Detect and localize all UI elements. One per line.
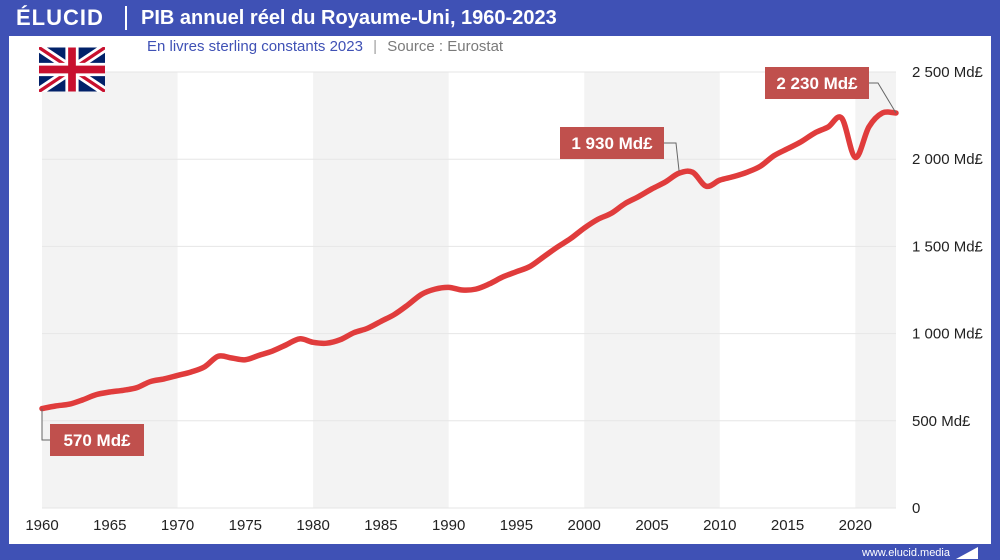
footer-url: www.elucid.media (861, 547, 950, 559)
y-tick-label: 500 Md£ (912, 413, 971, 430)
y-tick-label: 0 (912, 500, 920, 517)
x-tick-label: 1995 (500, 517, 533, 534)
y-tick-label: 1 500 Md£ (912, 238, 984, 255)
decade-band (855, 72, 896, 508)
callout-label: 1 930 Md£ (571, 134, 653, 153)
y-tick-label: 2 000 Md£ (912, 151, 984, 168)
header-bar: ÉLUCID PIB annuel réel du Royaume-Uni, 1… (0, 0, 1000, 36)
callout-box (560, 127, 664, 159)
y-tick-label: 2 500 Md£ (912, 64, 984, 81)
subtitle-text: En livres sterling constants 2023 (147, 38, 363, 55)
uk-flag-icon (39, 47, 105, 92)
gdp-series-line (39, 109, 899, 412)
x-tick-label: 2020 (839, 517, 872, 534)
x-tick-label: 1990 (432, 517, 465, 534)
header-divider (125, 6, 127, 30)
x-tick-label: 2005 (635, 517, 668, 534)
x-tick-label: 2015 (771, 517, 804, 534)
callout-leader (664, 142, 680, 172)
x-tick-label: 1960 (25, 517, 58, 534)
callout-box (50, 424, 144, 456)
callout-leader (41, 408, 50, 441)
x-tick-label: 2010 (703, 517, 736, 534)
x-tick-label: 1980 (296, 517, 329, 534)
y-tick-label: 1 000 Md£ (912, 326, 984, 343)
callout-label: 2 230 Md£ (776, 74, 858, 93)
elucid-mark-icon (956, 547, 978, 559)
x-tick-label: 1975 (229, 517, 262, 534)
callout-box (765, 67, 869, 99)
x-tick-label: 1970 (161, 517, 194, 534)
chart-title: PIB annuel réel du Royaume-Uni, 1960-202… (141, 6, 557, 29)
callout-label: 570 Md£ (63, 431, 131, 450)
callout-leader (869, 82, 897, 114)
x-tick-label: 1965 (93, 517, 126, 534)
brand-logo: ÉLUCID (16, 5, 104, 30)
x-tick-label: 2000 (568, 517, 601, 534)
source-text: Source : Eurostat (387, 38, 504, 55)
x-tick-label: 1985 (364, 517, 397, 534)
subtitle-separator: | (373, 38, 378, 55)
chart-subtitle: En livres sterling constants 2023 | Sour… (147, 38, 503, 55)
